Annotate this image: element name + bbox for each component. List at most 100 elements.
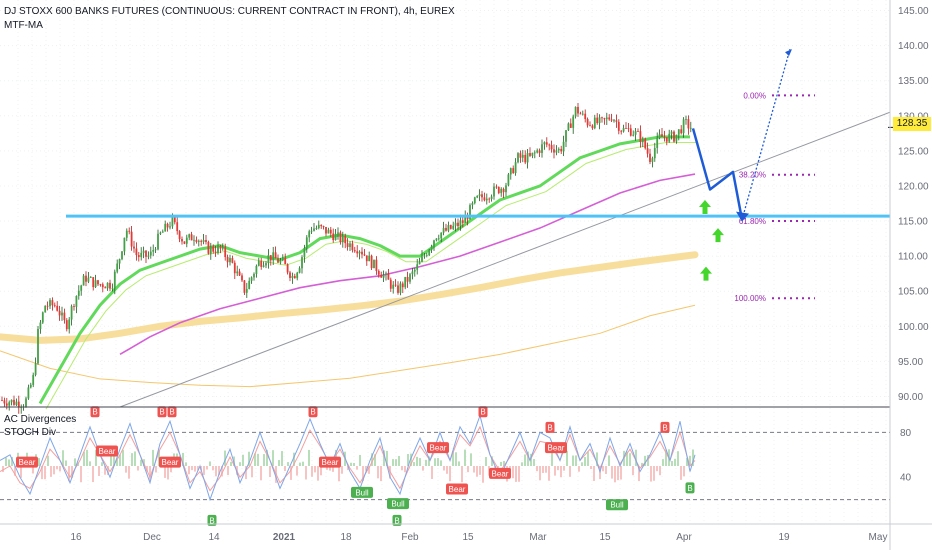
candle-bull xyxy=(464,216,467,223)
candle-bear xyxy=(663,136,666,138)
candle-bear xyxy=(620,130,623,132)
osc-histogram-bar xyxy=(224,450,226,466)
candle-bear xyxy=(524,154,527,163)
candle-bull xyxy=(385,273,387,275)
osc-histogram-bar xyxy=(512,466,514,479)
osc-histogram-bar xyxy=(14,466,16,476)
osc-histogram-bar xyxy=(146,466,148,472)
candle-bull xyxy=(255,265,258,274)
candle-bull xyxy=(315,228,318,229)
osc-histogram-bar xyxy=(95,449,97,466)
projection-path[interactable] xyxy=(691,128,744,220)
candle-bear xyxy=(195,239,198,242)
osc-histogram-bar xyxy=(443,466,445,471)
candle-bull xyxy=(217,245,219,253)
projection-dotted-path[interactable] xyxy=(741,48,791,220)
osc-histogram-bar xyxy=(155,466,157,473)
candle-bear xyxy=(332,233,335,241)
marker-text: B xyxy=(169,408,174,417)
ma-lime-line xyxy=(45,141,696,410)
candle-bear xyxy=(397,285,399,293)
osc-histogram-bar xyxy=(419,458,421,466)
candle-bear xyxy=(200,240,203,242)
candle-bull xyxy=(301,257,303,269)
osc-histogram-bar xyxy=(137,466,139,471)
osc-histogram-bar xyxy=(257,453,259,466)
osc-histogram-bar xyxy=(194,466,196,472)
candle-bear xyxy=(353,250,356,252)
osc-histogram-bar xyxy=(254,453,256,466)
indicator-label-mtf-ma[interactable]: MTF-MA xyxy=(4,20,43,31)
candle-bull xyxy=(567,123,570,131)
osc-histogram-bar xyxy=(386,450,388,466)
time-tick-label: May xyxy=(869,532,888,543)
candle-bear xyxy=(226,257,229,263)
osc-histogram-bar xyxy=(134,451,136,466)
candle-bull xyxy=(653,148,656,159)
osc-histogram-bar xyxy=(587,451,589,466)
marker-box xyxy=(308,406,318,418)
candle-bull xyxy=(185,237,188,244)
osc-histogram-bar xyxy=(20,466,22,478)
candle-bull xyxy=(418,261,421,265)
osc-stoch-line xyxy=(0,413,696,502)
candle-bull xyxy=(668,133,671,142)
osc-histogram-bar xyxy=(374,454,376,466)
osc-histogram-bar xyxy=(101,462,103,466)
candle-bear xyxy=(586,119,589,126)
osc-histogram-bar xyxy=(398,455,400,466)
osc-histogram-bar xyxy=(71,466,73,479)
osc-histogram-bar xyxy=(251,466,253,478)
bull-marker: Bull xyxy=(606,499,628,511)
candle-bear xyxy=(406,276,409,282)
candle-bear xyxy=(231,258,234,263)
candle-bear xyxy=(145,250,147,257)
candle-bull xyxy=(281,257,284,261)
time-tick-label: 15 xyxy=(599,532,611,543)
candle-bear xyxy=(375,259,378,271)
candle-bull xyxy=(118,259,121,264)
candle-bear xyxy=(519,153,522,158)
osc-histogram-bar xyxy=(218,466,220,476)
osc-histogram-bar xyxy=(536,466,538,472)
candle-bear xyxy=(550,145,553,150)
candle-bear xyxy=(212,246,215,252)
up-arrow-icon xyxy=(712,228,724,243)
candle-bear xyxy=(5,403,8,406)
candle-bear xyxy=(133,246,135,249)
candle-bull xyxy=(8,402,11,406)
candle-bull xyxy=(250,277,253,281)
candle-bull xyxy=(262,265,265,267)
osc-histogram-bar xyxy=(467,466,469,473)
indicator-label-stoch-div[interactable]: STOCH Div xyxy=(4,427,57,438)
osc-histogram-bar xyxy=(461,466,463,483)
candle-bear xyxy=(639,131,642,143)
candle-bull xyxy=(685,119,687,120)
price-tick-label: 90.00 xyxy=(898,392,923,403)
bull-marker: Bull xyxy=(351,486,373,498)
candle-bull xyxy=(622,128,625,132)
osc-histogram-bar xyxy=(47,455,49,466)
osc-histogram-bar xyxy=(299,462,301,466)
osc-histogram-bar xyxy=(578,466,580,472)
indicator-label-ac-divergences[interactable]: AC Divergences xyxy=(4,414,77,425)
candle-bull xyxy=(317,224,320,229)
marker-box xyxy=(90,406,100,418)
osc-histogram-bar xyxy=(209,461,211,466)
candle-bull xyxy=(209,246,212,254)
osc-histogram-bar xyxy=(296,466,298,476)
osc-histogram-bar xyxy=(128,466,130,479)
osc-histogram-bar xyxy=(215,466,217,477)
trendline[interactable] xyxy=(119,111,891,408)
candle-bull xyxy=(171,217,174,227)
osc-histogram-bar xyxy=(239,462,241,466)
candle-bull xyxy=(121,251,123,260)
osc-histogram-bar xyxy=(107,466,109,475)
candle-bull xyxy=(442,227,445,233)
candle-bull xyxy=(257,260,260,266)
osc-histogram-bar xyxy=(272,450,274,466)
candle-bull xyxy=(267,255,270,264)
osc-histogram-bar xyxy=(548,466,550,481)
